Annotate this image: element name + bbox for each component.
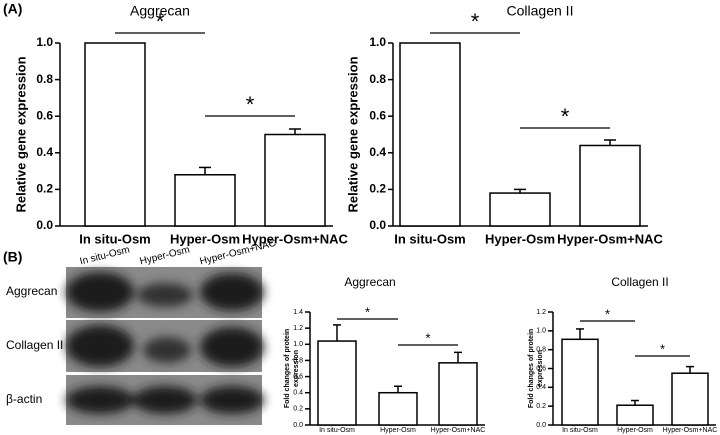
y-axis-label-line: Fold changes of protein [284,329,291,408]
x-tick-label: Hyper-Osm+NAC [557,231,663,246]
bar [616,404,654,426]
y-axis-label: Fold changes of protein expression [528,329,544,408]
significance-label: * [156,9,165,34]
x-tick-label: Hyper-Osm+NAC [242,231,348,246]
y-axis-label: Relative gene expression [345,56,360,212]
significance-label: * [246,92,255,117]
y-tick-label: 0.4 [536,384,546,391]
y-tick-label: 1.0 [536,328,546,335]
band [66,325,134,367]
y-tick-label: 1.4 [293,309,303,316]
band [143,337,191,363]
y-tick-label: 0.8 [293,357,303,364]
y-tick-label: 0.4 [293,390,303,397]
y-tick-label: 0.8 [536,347,546,354]
x-tick-label: Hyper-Osm+NAC [663,427,718,434]
bar [671,372,709,426]
y-tick-label: 1.0 [293,341,303,348]
y-tick-label: 0.0 [369,218,386,232]
y-tick-label: 1.2 [293,325,303,332]
x-tick-label: Hyper-Osm [170,231,240,246]
y-axis-label-line: expression [537,350,544,387]
chart-title: Aggrecan [130,3,190,19]
band [66,386,134,414]
chart-title: Aggrecan [344,275,395,289]
y-tick-label: 0.6 [36,108,53,122]
band [133,386,197,414]
bar [438,362,478,426]
error-bar [576,328,584,340]
band [66,272,134,312]
error-bar [199,166,211,175]
y-tick-label: 0.6 [369,108,386,122]
blot-lane-label: In situ-Osm [79,244,131,267]
error-bar [454,351,462,363]
blot-row-label: Collagen II [6,338,63,352]
y-tick-label: 0.6 [536,365,546,372]
bar [174,174,236,227]
y-tick-label: 0.0 [293,422,303,429]
y-axis-label: Relative gene expression [13,56,28,212]
y-tick-label: 0.0 [536,422,546,429]
x-tick-label: Hyper-Osm [617,427,653,434]
y-tick-label: 0.8 [36,72,53,86]
x-tick-label: Hyper-Osm+NAC [431,427,486,434]
x-tick-label: In situ-Osm [319,427,355,434]
y-tick-label: 1.0 [369,35,386,49]
y-axis-label-line: expression [293,350,300,387]
band [200,273,264,311]
y-tick-label: 0.4 [36,145,53,159]
error-bar [631,399,639,406]
bar [561,338,599,426]
x-tick-label: In situ-Osm [79,231,151,246]
significance-label: * [365,305,370,320]
significance-label: * [561,104,570,129]
bar [378,391,418,426]
chart-title: Collagen II [611,275,668,289]
panel-label: (B) [3,249,22,265]
panel-label: (A) [3,1,22,17]
x-tick-label: Hyper-Osm [380,427,416,434]
western-blot [66,267,264,425]
y-tick-label: 0.2 [293,406,303,413]
y-tick-label: 0.0 [36,218,53,232]
blot-row-label: Aggrecan [6,284,57,298]
error-bar [604,139,616,146]
band [200,327,264,367]
bar [84,42,146,227]
bar [317,340,357,426]
significance-label: * [660,342,665,357]
band [137,283,193,307]
y-tick-label: 0.4 [369,145,386,159]
error-bar [333,324,341,342]
error-bar [394,385,402,393]
x-tick-label: In situ-Osm [562,427,598,434]
bar [579,144,641,227]
x-tick-label: Hyper-Osm [485,231,555,246]
error-bar [289,128,301,135]
chart-title: Collagen II [507,3,574,19]
y-tick-label: 0.2 [369,182,386,196]
y-tick-label: 0.2 [36,182,53,196]
bar [264,133,326,227]
significance-label: * [471,9,480,34]
significance-label: * [605,307,610,322]
bar [399,42,461,227]
y-tick-label: 0.6 [293,373,303,380]
error-bar [686,365,694,374]
y-axis-label-line: Fold changes of protein [528,329,535,408]
blot-lane-label: Hyper-Osm [139,244,191,267]
blot-row-label: β-actin [6,392,42,406]
y-axis-label: Fold changes of protein expression [284,329,300,408]
y-tick-label: 0.8 [369,72,386,86]
significance-label: * [425,331,430,346]
bar [489,192,551,227]
y-tick-label: 1.0 [36,35,53,49]
y-tick-label: 0.2 [536,403,546,410]
y-tick-label: 1.2 [536,309,546,316]
band [200,386,264,414]
x-tick-label: In situ-Osm [394,231,466,246]
